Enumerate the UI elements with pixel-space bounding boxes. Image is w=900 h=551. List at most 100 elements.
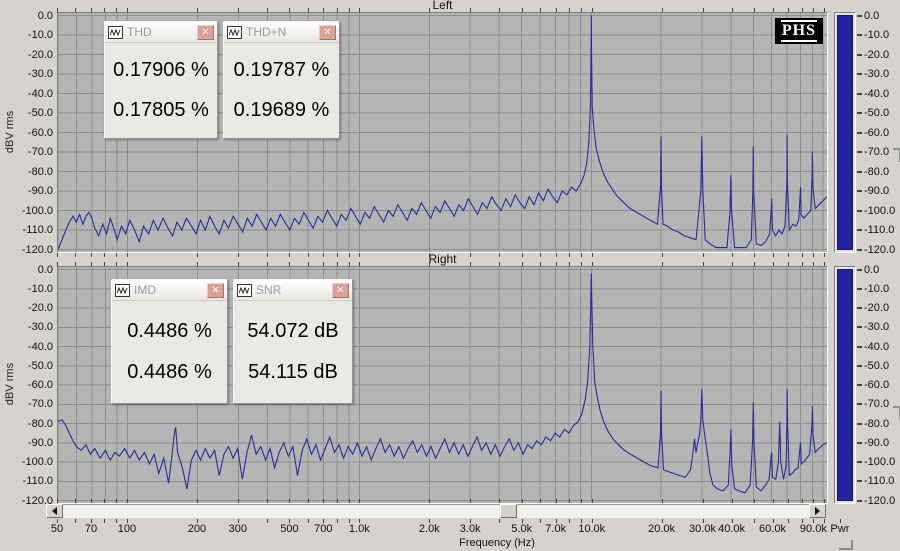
x-axis-tick [75,499,77,503]
meter-tick [857,364,862,367]
x-axis-tick-label: 1.0k [348,523,370,535]
y-axis-tick-label: -50.0 [27,359,53,372]
meter-tick [857,268,862,271]
x-axis-tick [91,519,92,523]
x-axis-tick [470,519,472,523]
meter-scale-handle[interactable] [893,148,900,162]
meter-scale-text: -50.0 [864,359,890,372]
x-axis-tick [126,499,128,503]
right-spectrum-plot[interactable]: IMD ✕ 0.4486 % 0.4486 % SNR ✕ 54.072 dB … [57,266,828,504]
close-icon[interactable]: ✕ [207,282,224,298]
x-axis-tick [540,8,542,12]
x-axis-tick-label: 30.0k [689,523,716,535]
x-axis-tick [196,499,198,503]
x-axis-tick [521,8,523,12]
x-axis-tick [555,253,557,257]
x-axis-tick [540,499,542,503]
meter-scale-label: -20.0 [857,49,889,61]
x-axis-tick [57,519,58,523]
waveform-icon [108,25,123,39]
left-spectrum-plot[interactable]: PHS THD ✕ 0.17906 % 0.17805 % THD+N ✕ 0.… [57,12,828,253]
scrollbar-left-button[interactable] [46,504,63,518]
x-axis-tick [813,499,815,503]
meter-scale-text: -40.0 [864,87,890,100]
meter-scale-label: -40.0 [857,341,889,353]
snr-panel-titlebar[interactable]: SNR ✕ [234,280,352,301]
x-axis-tick [57,8,58,12]
x-axis-tick [196,519,198,523]
y-axis-tick-label: -90.0 [27,185,53,197]
meter-tick [857,403,862,406]
x-axis-tick [359,262,361,266]
meter-scale-text: -120.0 [864,243,896,256]
x-axis-tick [91,499,92,503]
thdn-panel-titlebar[interactable]: THD+N ✕ [224,22,339,43]
left-level-meter [834,12,856,253]
meter-tick [857,384,862,386]
imd-panel-titlebar[interactable]: IMD ✕ [112,280,227,301]
x-axis-tick [521,262,523,266]
x-axis-tick-label: 3.0k [459,523,481,535]
x-axis-tick [116,499,118,503]
x-axis-tick [307,262,309,266]
x-axis-tick [499,499,501,503]
x-axis-tick [237,499,239,503]
meter-scale-text: -30.0 [864,321,890,334]
scrollbar-track[interactable] [63,504,809,518]
left-level-meter-bar [837,15,853,250]
x-axis-tick [499,519,501,523]
x-axis-tick [289,253,291,257]
x-axis-tick [348,253,350,257]
x-axis-tick [266,8,268,12]
x-axis-tick-label: 300 [228,523,247,535]
x-axis-tick [499,253,501,257]
corner-resize-grip[interactable] [839,540,853,550]
thdn-value-right: 0.19689 % [233,98,330,121]
x-axis-tick [289,519,291,523]
y-axis-tick-label: 0.0 [37,9,53,22]
close-icon[interactable]: ✕ [319,24,336,40]
x-axis-tick [429,253,431,257]
x-axis-tick [323,8,325,12]
thd-panel-title: THD [127,25,152,39]
x-axis-tick [359,499,361,503]
y-axis-tick-label: -110.0 [22,475,53,488]
close-icon[interactable]: ✕ [332,282,349,298]
x-axis-tick [266,253,268,257]
y-axis-tick-label: -20.0 [27,48,53,61]
meter-scale-label: -80.0 [857,418,889,430]
thd-panel: THD ✕ 0.17906 % 0.17805 % [104,21,218,139]
meter-scale-text: -110.0 [864,224,895,236]
y-axis-tick-label: -50.0 [27,107,53,119]
x-axis-tick [499,262,501,266]
x-axis-tick [104,8,106,12]
x-axis-tick [581,8,582,12]
scrollbar-right-button[interactable] [809,504,826,518]
meter-scale-label: -70.0 [857,146,889,158]
meter-scale-text: 0.0 [864,9,880,22]
x-axis-tick [470,499,472,503]
x-axis-tick [569,499,571,503]
x-axis-tick [581,253,582,257]
meter-tick [857,53,862,56]
x-axis-tick [813,519,815,523]
x-axis-tick [104,262,106,266]
meter-scale-text: -30.0 [864,68,890,80]
meter-scale-handle[interactable] [893,406,900,420]
meter-tick [857,209,862,212]
x-axis-tick-label: 700 [314,523,333,535]
meter-scale-label: 0.0 [857,264,879,276]
thd-panel-titlebar[interactable]: THD ✕ [105,22,217,43]
x-axis-tick [336,262,338,266]
scrollbar-thumb[interactable] [500,504,517,518]
x-axis-tick [266,499,268,503]
meter-scale-label: -110.0 [857,475,894,487]
meter-scale-text: 0.0 [864,263,880,276]
y-axis-tick-label: -30.0 [27,321,53,334]
thdn-values: 0.19787 % 0.19689 % [224,43,339,138]
close-icon[interactable]: ✕ [197,24,214,40]
x-axis-tick [591,519,593,523]
x-axis-tick [429,499,431,503]
meter-tick [857,112,862,114]
